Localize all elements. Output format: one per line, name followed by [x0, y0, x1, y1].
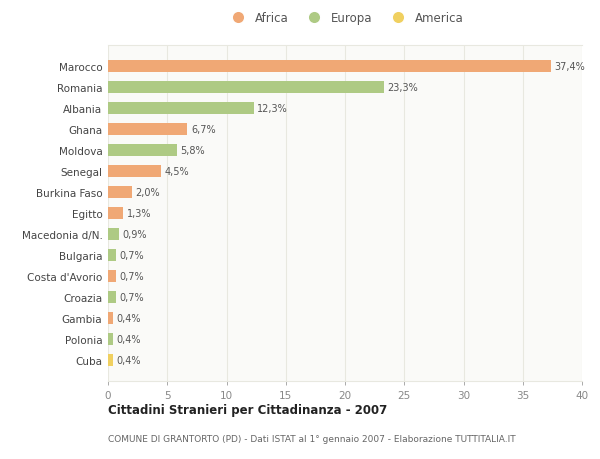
- Text: 4,5%: 4,5%: [165, 167, 190, 177]
- Bar: [108, 61, 551, 73]
- Text: 0,7%: 0,7%: [120, 250, 145, 260]
- Bar: [108, 354, 113, 366]
- Text: 0,4%: 0,4%: [116, 334, 141, 344]
- Text: 1,3%: 1,3%: [127, 208, 151, 218]
- Text: 37,4%: 37,4%: [555, 62, 586, 72]
- Bar: [108, 270, 116, 282]
- Text: 2,0%: 2,0%: [135, 188, 160, 197]
- Bar: [108, 250, 116, 261]
- Text: 0,7%: 0,7%: [120, 292, 145, 302]
- Bar: [108, 187, 132, 198]
- Bar: [108, 166, 161, 177]
- Text: 23,3%: 23,3%: [388, 83, 418, 93]
- Bar: [108, 291, 116, 303]
- Bar: [108, 124, 187, 135]
- Text: 6,7%: 6,7%: [191, 125, 215, 134]
- Text: 0,7%: 0,7%: [120, 271, 145, 281]
- Bar: [108, 229, 119, 240]
- Bar: [108, 145, 177, 157]
- Bar: [108, 333, 113, 345]
- Text: Cittadini Stranieri per Cittadinanza - 2007: Cittadini Stranieri per Cittadinanza - 2…: [108, 403, 387, 416]
- Text: 0,4%: 0,4%: [116, 355, 141, 365]
- Legend: Africa, Europa, America: Africa, Europa, America: [223, 8, 467, 28]
- Text: 0,4%: 0,4%: [116, 313, 141, 323]
- Bar: [108, 313, 113, 324]
- Bar: [108, 207, 124, 219]
- Bar: [108, 103, 254, 114]
- Text: 5,8%: 5,8%: [180, 146, 205, 156]
- Text: COMUNE DI GRANTORTO (PD) - Dati ISTAT al 1° gennaio 2007 - Elaborazione TUTTITAL: COMUNE DI GRANTORTO (PD) - Dati ISTAT al…: [108, 434, 515, 442]
- Bar: [108, 82, 384, 94]
- Text: 0,9%: 0,9%: [122, 230, 147, 239]
- Text: 12,3%: 12,3%: [257, 104, 288, 114]
